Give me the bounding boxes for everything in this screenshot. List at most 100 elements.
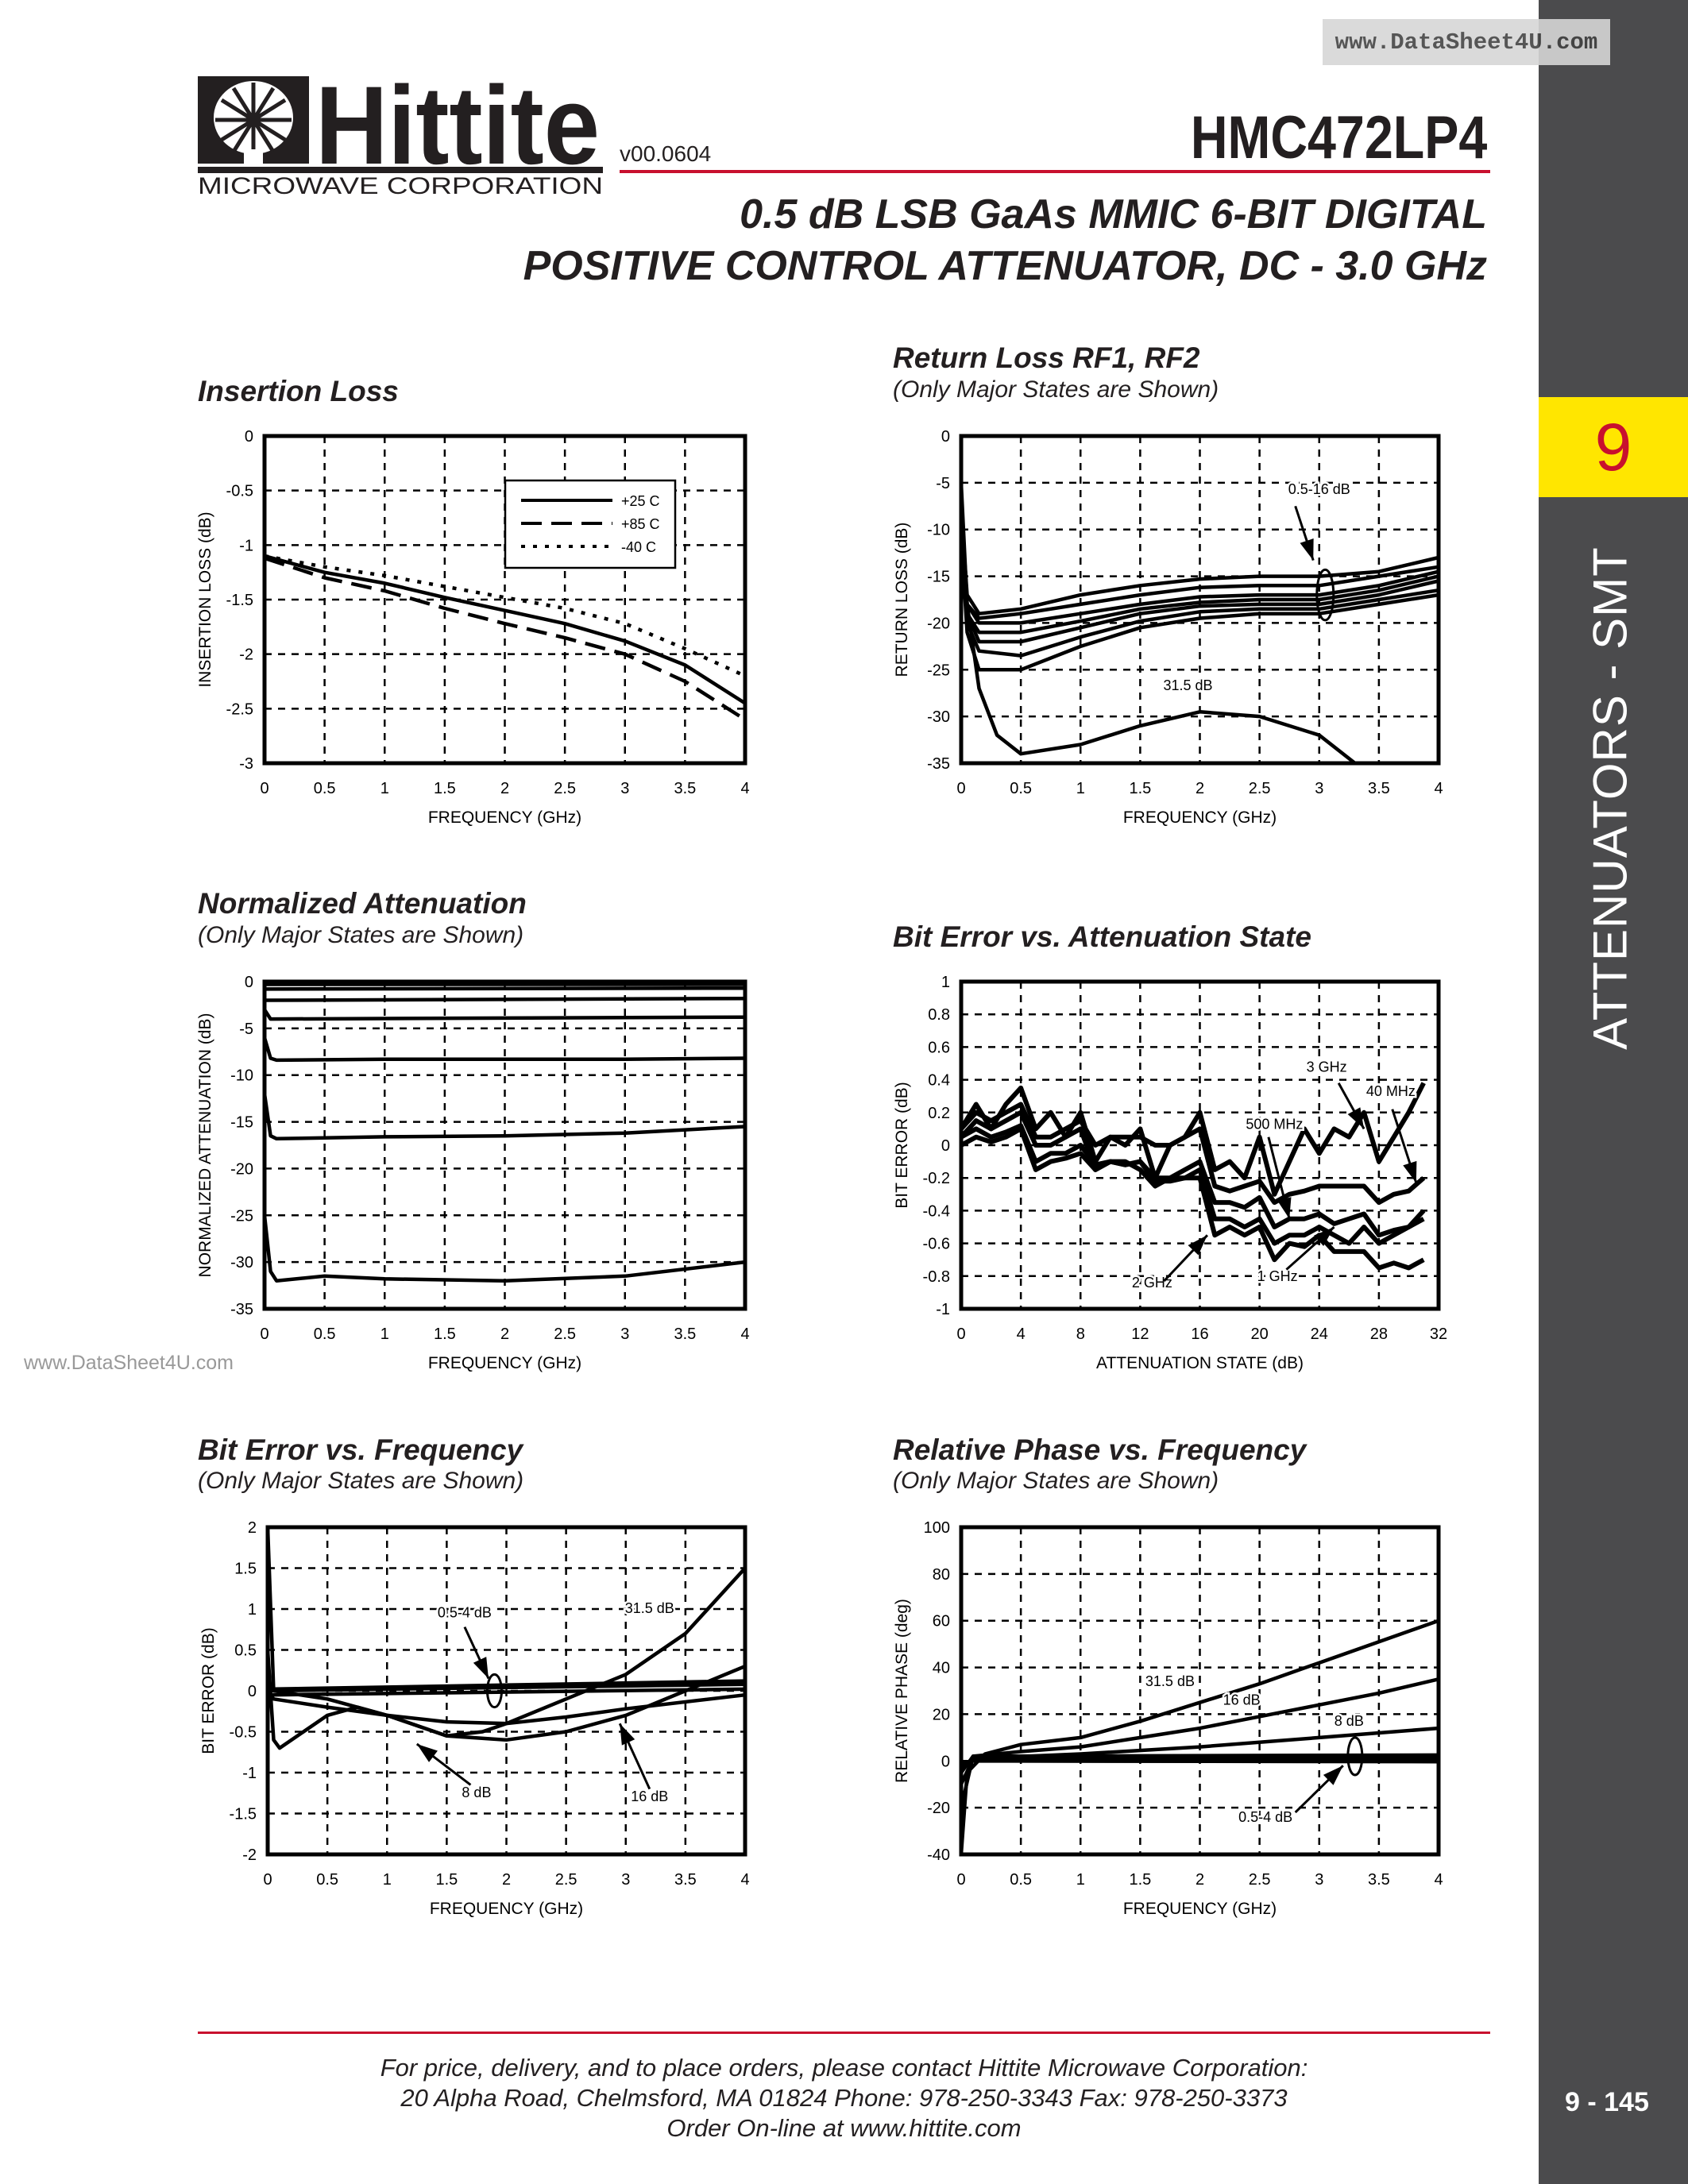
y-tick-label: -15 bbox=[927, 569, 950, 586]
x-tick-label: 0.5 bbox=[314, 780, 336, 797]
x-tick-label: 2.5 bbox=[1249, 1871, 1271, 1889]
y-tick-label: 0 bbox=[941, 428, 950, 446]
x-tick-label: 4 bbox=[740, 1325, 749, 1343]
y-tick-label: -25 bbox=[927, 662, 950, 679]
x-tick-label: 2 bbox=[500, 1325, 509, 1343]
y-tick-label: 0 bbox=[245, 974, 253, 991]
section-number-badge: 9 bbox=[1539, 397, 1688, 497]
chart-title: Relative Phase vs. Frequency bbox=[893, 1433, 1307, 1466]
x-tick-label: 1.5 bbox=[434, 1325, 456, 1343]
y-tick-label: 20 bbox=[933, 1706, 950, 1723]
x-tick-label: 3 bbox=[1315, 780, 1323, 797]
footer-line2: 20 Alpha Road, Chelmsford, MA 01824 Phon… bbox=[400, 2084, 1288, 2112]
arrowhead-icon bbox=[416, 1743, 438, 1762]
chart-subtitle: (Only Major States are Shown) bbox=[198, 922, 524, 948]
y-tick-label: 1 bbox=[248, 1601, 257, 1619]
y-tick-label: -1 bbox=[239, 537, 253, 554]
plot-frame bbox=[959, 1525, 1441, 1857]
annotation-label: 31.5 dB bbox=[1163, 677, 1212, 693]
legend-label: +85 C bbox=[621, 516, 660, 532]
y-tick-label: -40 bbox=[927, 1846, 950, 1864]
x-tick-label: 2.5 bbox=[554, 1325, 576, 1343]
plot-frame bbox=[959, 979, 1441, 1311]
x-tick-label: 0 bbox=[260, 1325, 268, 1343]
y-tick-label: -10 bbox=[230, 1067, 253, 1085]
x-tick-label: 1.5 bbox=[434, 780, 456, 797]
series-line bbox=[264, 986, 746, 991]
y-tick-label: 100 bbox=[924, 1519, 950, 1537]
footer-line3[interactable]: Order On-line at www.hittite.com bbox=[666, 2114, 1022, 2142]
annotation-label: 16 dB bbox=[1223, 1692, 1261, 1708]
watermark-top[interactable]: www.DataSheet4U.com bbox=[1323, 19, 1610, 65]
y-tick-label: -1.5 bbox=[230, 1806, 257, 1823]
annotation-label: 0.5-4 dB bbox=[1238, 1809, 1292, 1825]
x-axis-label: ATTENUATION STATE (dB) bbox=[1096, 1354, 1304, 1372]
annotation-ellipse bbox=[485, 1673, 503, 1709]
x-tick-label: 3 bbox=[620, 780, 629, 797]
y-tick-label: 0.2 bbox=[928, 1105, 950, 1122]
arrowhead-icon bbox=[1347, 1107, 1365, 1129]
series-line bbox=[267, 1687, 746, 1697]
x-tick-label: 3.5 bbox=[674, 1325, 696, 1343]
x-tick-label: 2.5 bbox=[554, 780, 576, 797]
y-tick-label: -35 bbox=[927, 755, 950, 773]
footer-divider bbox=[198, 2032, 1490, 2034]
x-tick-label: 2 bbox=[502, 1871, 511, 1889]
x-axis-label: FREQUENCY (GHz) bbox=[430, 1900, 583, 1918]
y-tick-label: -0.2 bbox=[923, 1170, 950, 1187]
chart-4: 0 0.5 1 1.5 2 2.5 3 3.5 4 2 1.5 1 0.5 0 -0.5 -1 -1.5 -2 FR… bbox=[199, 1519, 750, 1918]
x-tick-label: 16 bbox=[1191, 1325, 1208, 1343]
y-axis-label: NORMALIZED ATTENUATION (dB) bbox=[196, 1013, 214, 1278]
y-tick-label: 0 bbox=[941, 1137, 950, 1155]
series-line-40-mhz bbox=[960, 1126, 1425, 1271]
annotation-label: 16 dB bbox=[631, 1788, 668, 1804]
arrowhead-icon bbox=[1300, 538, 1314, 561]
chart-subtitle: (Only Major States are Shown) bbox=[893, 1468, 1219, 1494]
x-tick-label: 0 bbox=[260, 780, 268, 797]
x-tick-label: 4 bbox=[740, 1871, 749, 1889]
x-tick-label: 0.5 bbox=[314, 1325, 336, 1343]
x-tick-label: 3.5 bbox=[674, 780, 696, 797]
chart-title: Insertion Loss bbox=[198, 375, 399, 407]
arrowhead-icon bbox=[1314, 1227, 1335, 1247]
svg-text:MICROWAVE CORPORATION: MICROWAVE CORPORATION bbox=[198, 173, 603, 195]
version-label: v00.0604 bbox=[620, 141, 712, 166]
plot-frame bbox=[959, 434, 1441, 766]
y-tick-label: -20 bbox=[927, 615, 950, 632]
series-line bbox=[262, 1215, 746, 1283]
x-tick-label: 3 bbox=[621, 1871, 630, 1889]
series-line bbox=[267, 1679, 746, 1692]
y-tick-label: -3 bbox=[239, 755, 253, 773]
y-axis-label: INSERTION LOSS (dB) bbox=[196, 511, 214, 687]
x-tick-label: 3 bbox=[1315, 1871, 1323, 1889]
series-line bbox=[263, 1009, 746, 1021]
series-line bbox=[265, 1526, 747, 1738]
series-line bbox=[264, 996, 746, 1002]
hittite-logo: Hittite MICROWAVE CORPORATION bbox=[198, 76, 603, 195]
x-tick-label: 4 bbox=[1017, 1325, 1026, 1343]
plot-frame bbox=[265, 1525, 747, 1857]
series-line bbox=[959, 482, 1357, 765]
chart-title: Normalized Attenuation bbox=[198, 887, 527, 920]
x-tick-label: 1.5 bbox=[1129, 1871, 1151, 1889]
watermark-left[interactable]: www.DataSheet4U.com bbox=[24, 1352, 234, 1374]
y-tick-label: -5 bbox=[239, 1021, 253, 1038]
y-tick-label: -1.5 bbox=[226, 592, 253, 609]
annotation-label: 2 GHz bbox=[1132, 1275, 1172, 1291]
series-line bbox=[960, 1759, 1439, 1765]
y-tick-label: 0.8 bbox=[928, 1006, 950, 1024]
chart-1: 0 0.5 1 1.5 2 2.5 3 3.5 4 0 -5 -10 -15 -20 -25 -30 -35 FR… bbox=[893, 428, 1443, 827]
x-tick-label: 2 bbox=[1196, 780, 1204, 797]
x-axis-label: FREQUENCY (GHz) bbox=[428, 808, 581, 827]
side-tab-bar bbox=[1539, 0, 1688, 2184]
y-axis-label: BIT ERROR (dB) bbox=[893, 1082, 911, 1208]
annotation-label: 1 GHz bbox=[1257, 1268, 1298, 1284]
y-tick-label: 0 bbox=[248, 1683, 257, 1700]
x-tick-label: 1 bbox=[1076, 1871, 1085, 1889]
series-line bbox=[960, 1753, 1439, 1774]
arrowhead-icon bbox=[1403, 1160, 1417, 1183]
x-tick-label: 0.5 bbox=[1010, 780, 1032, 797]
arrowhead-icon bbox=[473, 1657, 489, 1679]
y-tick-label: 80 bbox=[933, 1566, 950, 1584]
series-line bbox=[262, 1093, 746, 1141]
